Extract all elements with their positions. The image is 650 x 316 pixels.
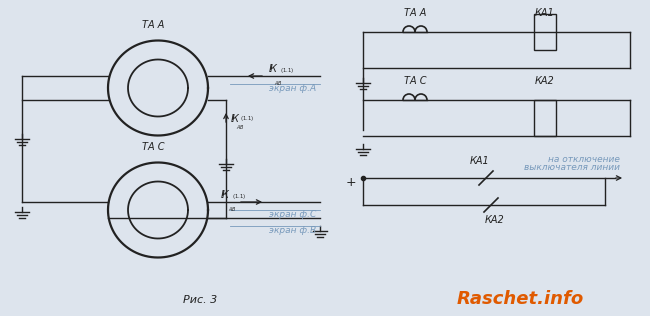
Text: $I\!К$: $I\!К$ (268, 62, 279, 74)
Text: Raschet.info: Raschet.info (456, 290, 584, 308)
Text: ТА А: ТА А (142, 20, 164, 30)
Text: КА2: КА2 (485, 215, 505, 225)
Text: ТА С: ТА С (404, 76, 426, 86)
Bar (534, 14, 556, 50)
Bar (534, 100, 556, 136)
Text: экран ф.С: экран ф.С (268, 210, 316, 219)
Text: КА2: КА2 (535, 76, 555, 86)
Text: выключателя линии: выключателя линии (524, 163, 620, 172)
Text: +: + (346, 177, 356, 190)
Text: $I\!К$: $I\!К$ (220, 188, 231, 200)
Text: на отключение: на отключение (548, 155, 620, 164)
Text: $I\!К$: $I\!К$ (230, 112, 240, 124)
Text: экран ф.В: экран ф.В (269, 226, 316, 235)
Text: ${}^{(1.1)}$: ${}^{(1.1)}$ (240, 116, 254, 125)
Text: ${}^{(1.1)}$: ${}^{(1.1)}$ (232, 194, 246, 203)
Text: ТА С: ТА С (142, 142, 164, 152)
Text: экран ф.А: экран ф.А (269, 84, 316, 93)
Text: $_{АВ}$: $_{АВ}$ (274, 79, 283, 88)
Text: ${}^{(1.1)}$: ${}^{(1.1)}$ (280, 68, 294, 77)
Text: $_{АВ}$: $_{АВ}$ (236, 124, 244, 132)
Text: Рис. 3: Рис. 3 (183, 295, 217, 305)
Text: КА1: КА1 (535, 8, 555, 18)
Text: $_{АВ}$: $_{АВ}$ (228, 205, 237, 214)
Text: ТА А: ТА А (404, 8, 426, 18)
Text: КА1: КА1 (470, 156, 490, 166)
